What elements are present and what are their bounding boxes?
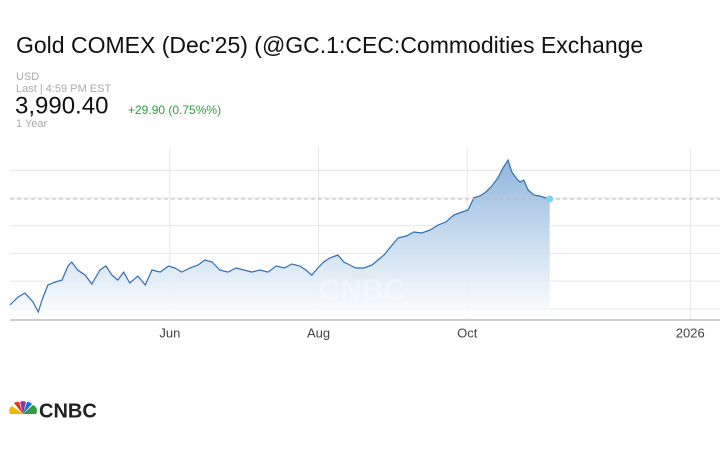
x-tick-label: Aug <box>307 325 330 340</box>
x-tick-label: Oct <box>457 325 478 340</box>
last-time: Last | 4:59 PM EST <box>16 83 111 95</box>
last-point <box>546 195 554 203</box>
x-tick-label: 2026 <box>676 325 705 340</box>
logo-petal <box>20 401 26 414</box>
area <box>10 160 550 320</box>
logo-petal <box>9 406 23 414</box>
title: Gold COMEX (Dec'25) (@GC.1:CEC:Commoditi… <box>16 32 643 58</box>
x-tick-label: Jun <box>159 325 180 340</box>
range: 1 Year <box>16 118 48 130</box>
logo: CNBC <box>9 400 97 422</box>
currency: USD <box>16 71 39 83</box>
logo-text: CNBC <box>39 400 97 422</box>
plot: Jun Aug Oct 2026 CNBC <box>9 148 720 340</box>
watermark: CNBC <box>319 274 406 307</box>
logo-petal <box>23 401 32 414</box>
price: 3,990.40 <box>15 92 108 119</box>
logo-petal <box>23 405 38 414</box>
change: +29.90 (0.75%%) <box>128 103 221 117</box>
logo-petal <box>14 401 23 414</box>
price-line <box>9 158 550 314</box>
